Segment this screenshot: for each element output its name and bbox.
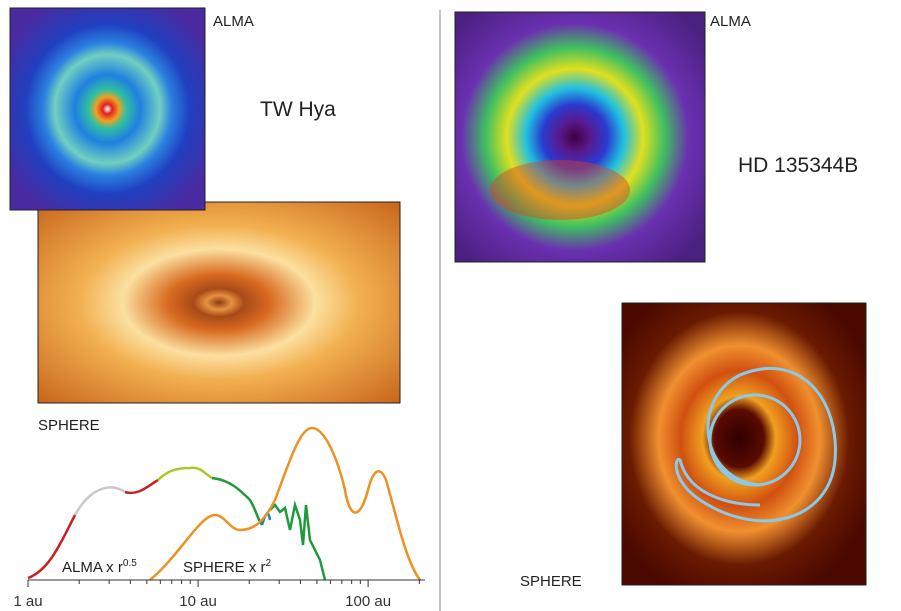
x-ticks: 1 au 10 au 100 au — [13, 580, 420, 610]
curve — [124, 478, 159, 495]
profile-plot — [27, 426, 425, 581]
x-tick-label: 1 au — [13, 593, 42, 610]
label: ALMA — [213, 13, 254, 30]
x-tick-label: 100 au — [345, 593, 391, 610]
curve — [157, 466, 213, 481]
curve — [269, 500, 327, 581]
sphere-image — [621, 302, 867, 586]
alma-image — [454, 11, 706, 263]
curve — [73, 486, 126, 516]
label: SPHERE — [38, 417, 100, 434]
alma-image — [9, 7, 206, 211]
spiral-overlay — [674, 367, 837, 523]
label: SPHERE — [520, 573, 582, 590]
image-feature — [490, 160, 630, 220]
label: ALMA — [710, 13, 751, 30]
target-name: TW Hya — [260, 98, 336, 121]
target-name: HD 135344B — [738, 154, 858, 177]
legend-entry: ALMA x r0.5 — [62, 558, 137, 576]
curve — [211, 476, 264, 526]
x-tick-label: 10 au — [179, 593, 217, 610]
sphere-image — [37, 201, 401, 404]
curve — [27, 514, 77, 580]
legend-entry: SPHERE x r2 — [183, 558, 272, 576]
curve — [149, 426, 422, 581]
